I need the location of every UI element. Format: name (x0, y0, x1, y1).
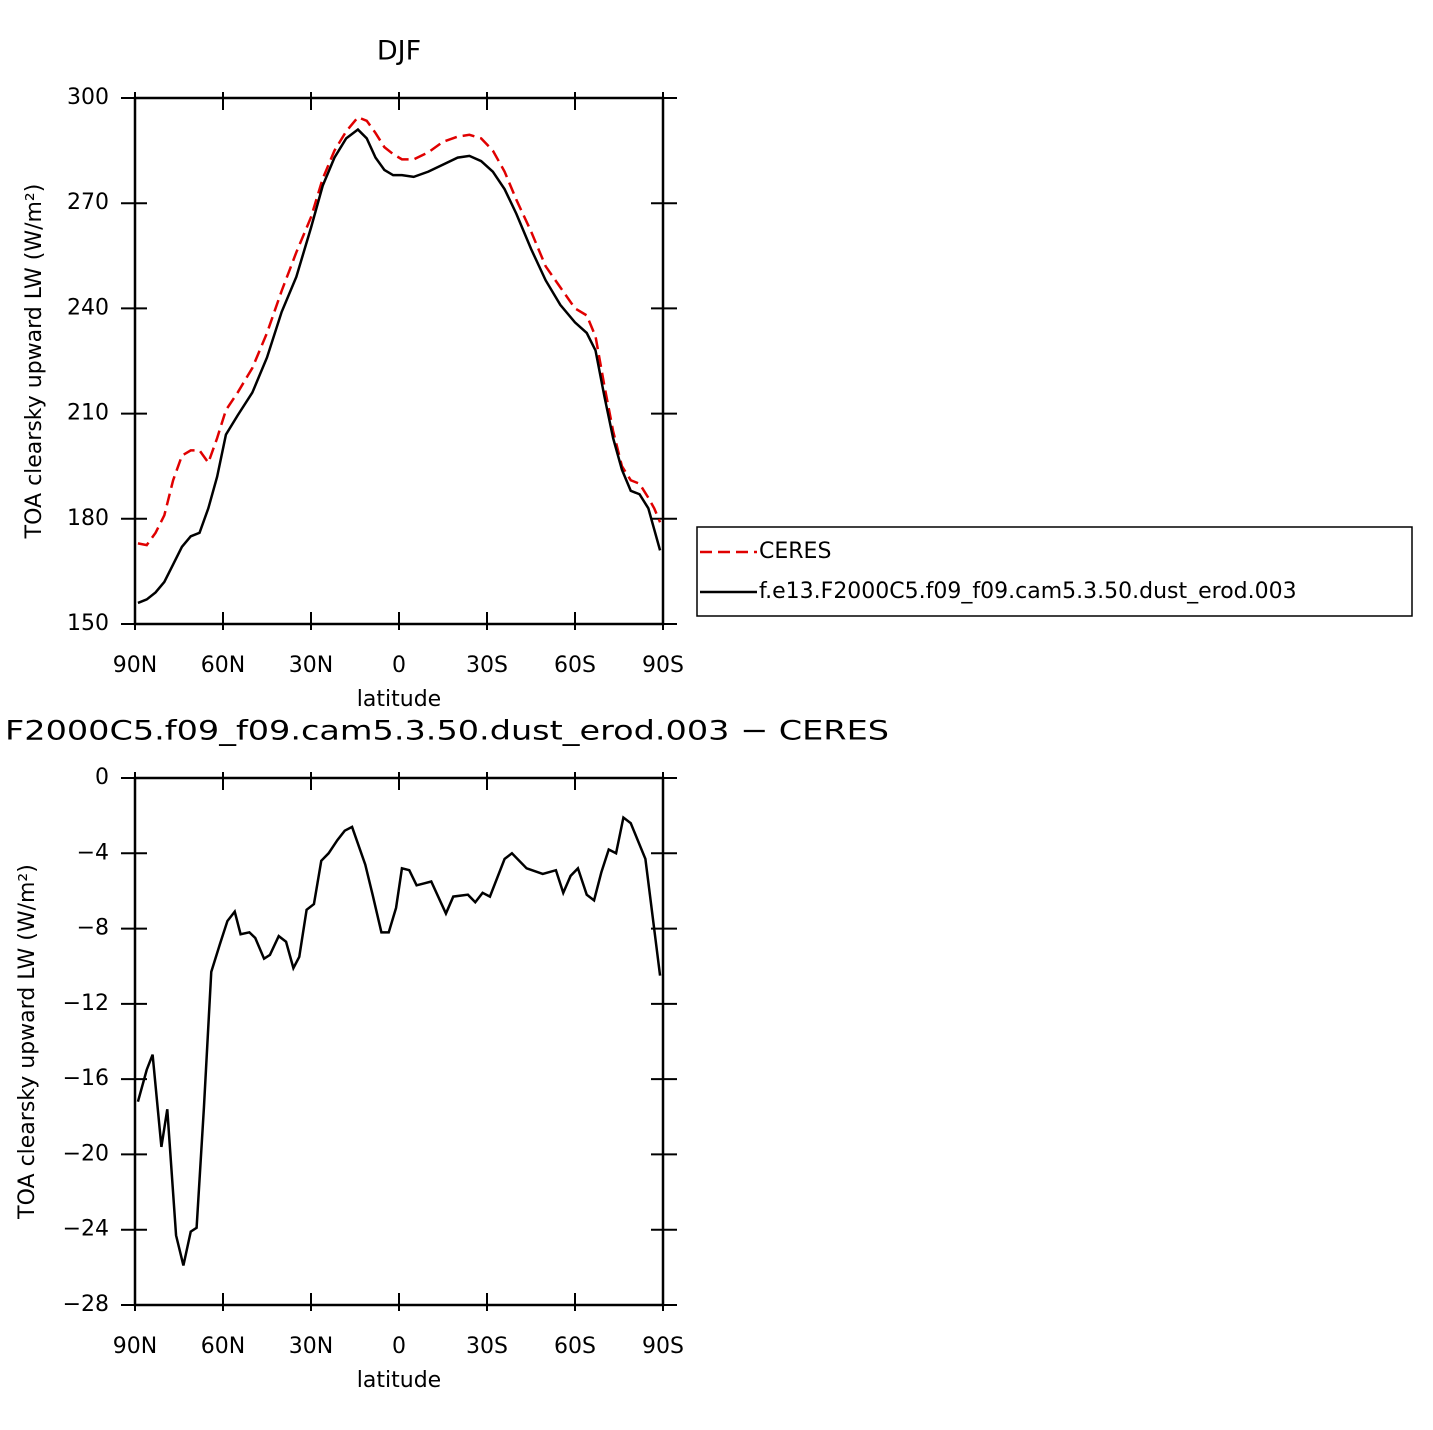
y-tick-label: 300 (67, 85, 109, 110)
y-tick-label: 0 (95, 765, 109, 790)
plot-frame (133, 96, 665, 626)
y-tick-label: −12 (63, 991, 109, 1016)
y-tick-label: −16 (63, 1066, 109, 1091)
x-tick-label: 90S (642, 653, 684, 678)
y-tick-label: 210 (67, 401, 109, 426)
x-tick-label: 30S (466, 653, 508, 678)
x-tick-label: 90S (642, 1334, 684, 1359)
y-axis-label: TOA clearsky upward LW (W/m²) (15, 864, 40, 1220)
legend-label: f.e13.F2000C5.f09_f09.cam5.3.50.dust_ero… (759, 579, 1297, 604)
y-tick-label: −24 (63, 1217, 109, 1242)
y-tick-label: 240 (67, 295, 109, 320)
y-tick-label: −4 (77, 840, 109, 865)
y-tick-label: 180 (67, 506, 109, 531)
series-line (137, 127, 662, 605)
series-line (136, 815, 662, 1266)
x-tick-label: 0 (392, 1334, 406, 1359)
x-tick-label: 90N (113, 653, 157, 678)
x-axis-label: latitude (357, 687, 441, 712)
x-tick-label: 30S (466, 1334, 508, 1359)
y-tick-label: 150 (67, 611, 109, 636)
y-axis-label: TOA clearsky upward LW (W/m²) (22, 184, 47, 540)
y-tick-label: −8 (77, 916, 109, 941)
chart-title: DJF (377, 36, 421, 67)
y-tick-label: −20 (63, 1141, 109, 1166)
x-tick-label: 60N (201, 653, 245, 678)
x-tick-label: 90N (113, 1334, 157, 1359)
chart-title: F2000C5.f09_f09.cam5.3.50.dust_erod.003 … (5, 716, 889, 747)
x-tick-label: 60S (554, 653, 596, 678)
legend-box (696, 526, 1413, 617)
y-tick-label: −28 (63, 1292, 109, 1317)
x-tick-label: 30N (289, 653, 333, 678)
x-tick-label: 0 (392, 653, 406, 678)
y-tick-label: 270 (67, 190, 109, 215)
x-axis-label: latitude (357, 1368, 441, 1393)
plot-frame (133, 776, 665, 1307)
x-tick-label: 30N (289, 1334, 333, 1359)
x-tick-label: 60S (554, 1334, 596, 1359)
legend-label: CERES (759, 539, 831, 564)
x-tick-label: 60N (201, 1334, 245, 1359)
